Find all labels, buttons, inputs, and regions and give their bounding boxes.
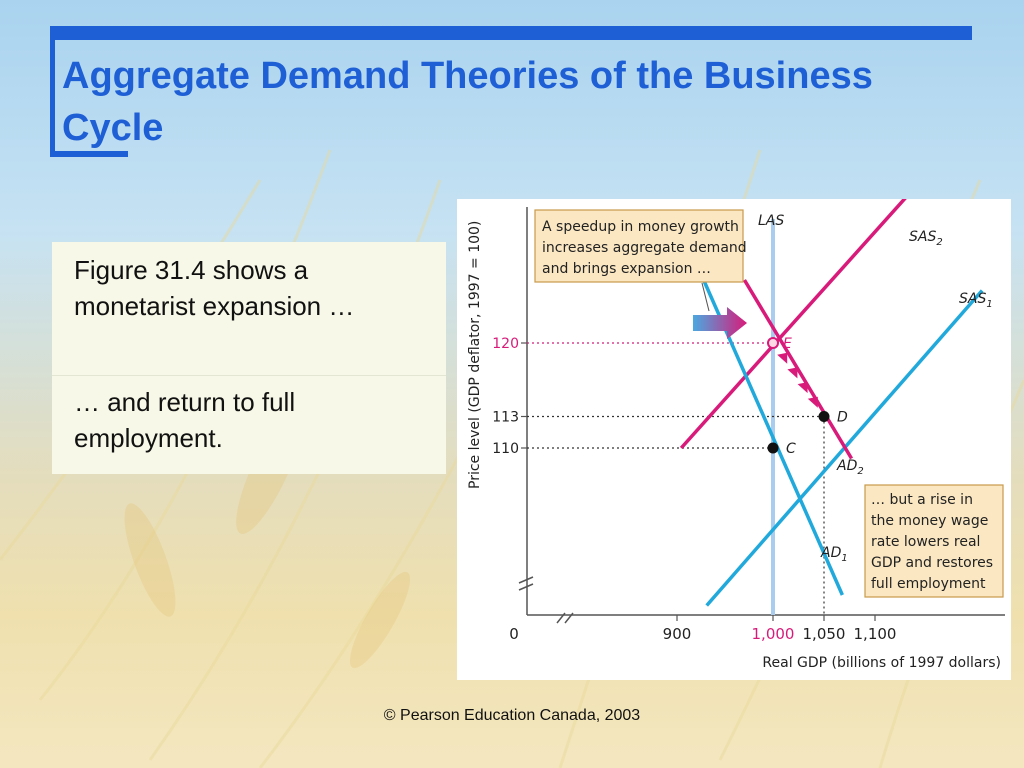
x-tick-label: 1,050 bbox=[803, 625, 846, 643]
ad1-label: AD1 bbox=[820, 545, 848, 564]
slide-title: Aggregate Demand Theories of the Busines… bbox=[62, 55, 873, 149]
ad-as-chart: LAS SAS1 SAS2 AD1 AD2 C D E 120 113 110 0 900 1,000 1,… bbox=[467, 199, 1005, 671]
point-label-E: E bbox=[783, 336, 792, 352]
shift-arrow-icon bbox=[693, 307, 747, 339]
note-money-growth-line: A speedup in money growth bbox=[542, 219, 739, 235]
x-axis-break bbox=[556, 612, 574, 624]
x-axis-title: Real GDP (billions of 1997 dollars) bbox=[762, 655, 1001, 671]
bullet-box: Figure 31.4 shows a monetarist expansion… bbox=[52, 242, 446, 474]
note-money-wage-line: GDP and restores bbox=[871, 555, 993, 571]
point-C bbox=[767, 442, 779, 454]
note-money-growth-box bbox=[534, 209, 744, 283]
title-accent-bottom bbox=[50, 151, 128, 157]
y-axis-title: Price level (GDP deflator, 1997 = 100) bbox=[467, 221, 483, 489]
sas2-label: SAS2 bbox=[909, 229, 943, 248]
note-money-growth-line: increases aggregate demand bbox=[542, 240, 747, 256]
note-money-wage-line: full employment bbox=[871, 576, 986, 592]
y-tick-label: 113 bbox=[492, 410, 519, 426]
figure-panel: LAS SAS1 SAS2 AD1 AD2 C D E 120 113 110 0 900 1,000 1,… bbox=[457, 199, 1011, 680]
ad2-label: AD2 bbox=[836, 458, 864, 477]
note-money-wage-line: the money wage bbox=[871, 513, 988, 529]
point-return-full-employment: … and return to full employment. bbox=[74, 387, 296, 453]
y-axis-break bbox=[518, 576, 534, 591]
x-tick-label: 1,000 bbox=[752, 625, 795, 643]
movement-arrow bbox=[807, 396, 818, 408]
y-tick-label: 120 bbox=[492, 336, 519, 352]
note-money-growth-pointer bbox=[701, 282, 710, 312]
point-D bbox=[818, 411, 830, 422]
sas1-label: SAS1 bbox=[959, 291, 993, 310]
point-label-D: D bbox=[837, 410, 848, 426]
point-E bbox=[767, 337, 779, 349]
note-money-growth-line: and brings expansion … bbox=[542, 261, 711, 277]
text-divider bbox=[52, 375, 446, 376]
movement-arrow bbox=[787, 367, 798, 379]
copyright-footer: © Pearson Education Canada, 2003 bbox=[383, 707, 641, 724]
point-monetarist-expansion: Figure 31.4 shows a monetarist expansion… bbox=[74, 255, 355, 321]
point-label-C: C bbox=[786, 441, 796, 457]
sas2-line bbox=[679, 199, 907, 450]
x-tick-label: 1,100 bbox=[854, 625, 897, 643]
note-money-wage-box bbox=[864, 484, 1004, 598]
note-money-wage-line: rate lowers real bbox=[871, 534, 980, 550]
title-accent-left bbox=[50, 26, 55, 156]
movement-arrow bbox=[797, 382, 808, 394]
y-tick-label: 110 bbox=[492, 441, 519, 457]
x-tick-label: 0 bbox=[509, 625, 519, 643]
las-label: LAS bbox=[758, 213, 784, 229]
note-money-wage-line: … but a rise in bbox=[871, 492, 973, 508]
title-accent-bar bbox=[50, 26, 972, 40]
x-tick-label: 900 bbox=[663, 625, 692, 643]
ad1-line bbox=[702, 279, 844, 596]
ad2-line bbox=[742, 279, 854, 460]
movement-arrow bbox=[777, 352, 788, 364]
